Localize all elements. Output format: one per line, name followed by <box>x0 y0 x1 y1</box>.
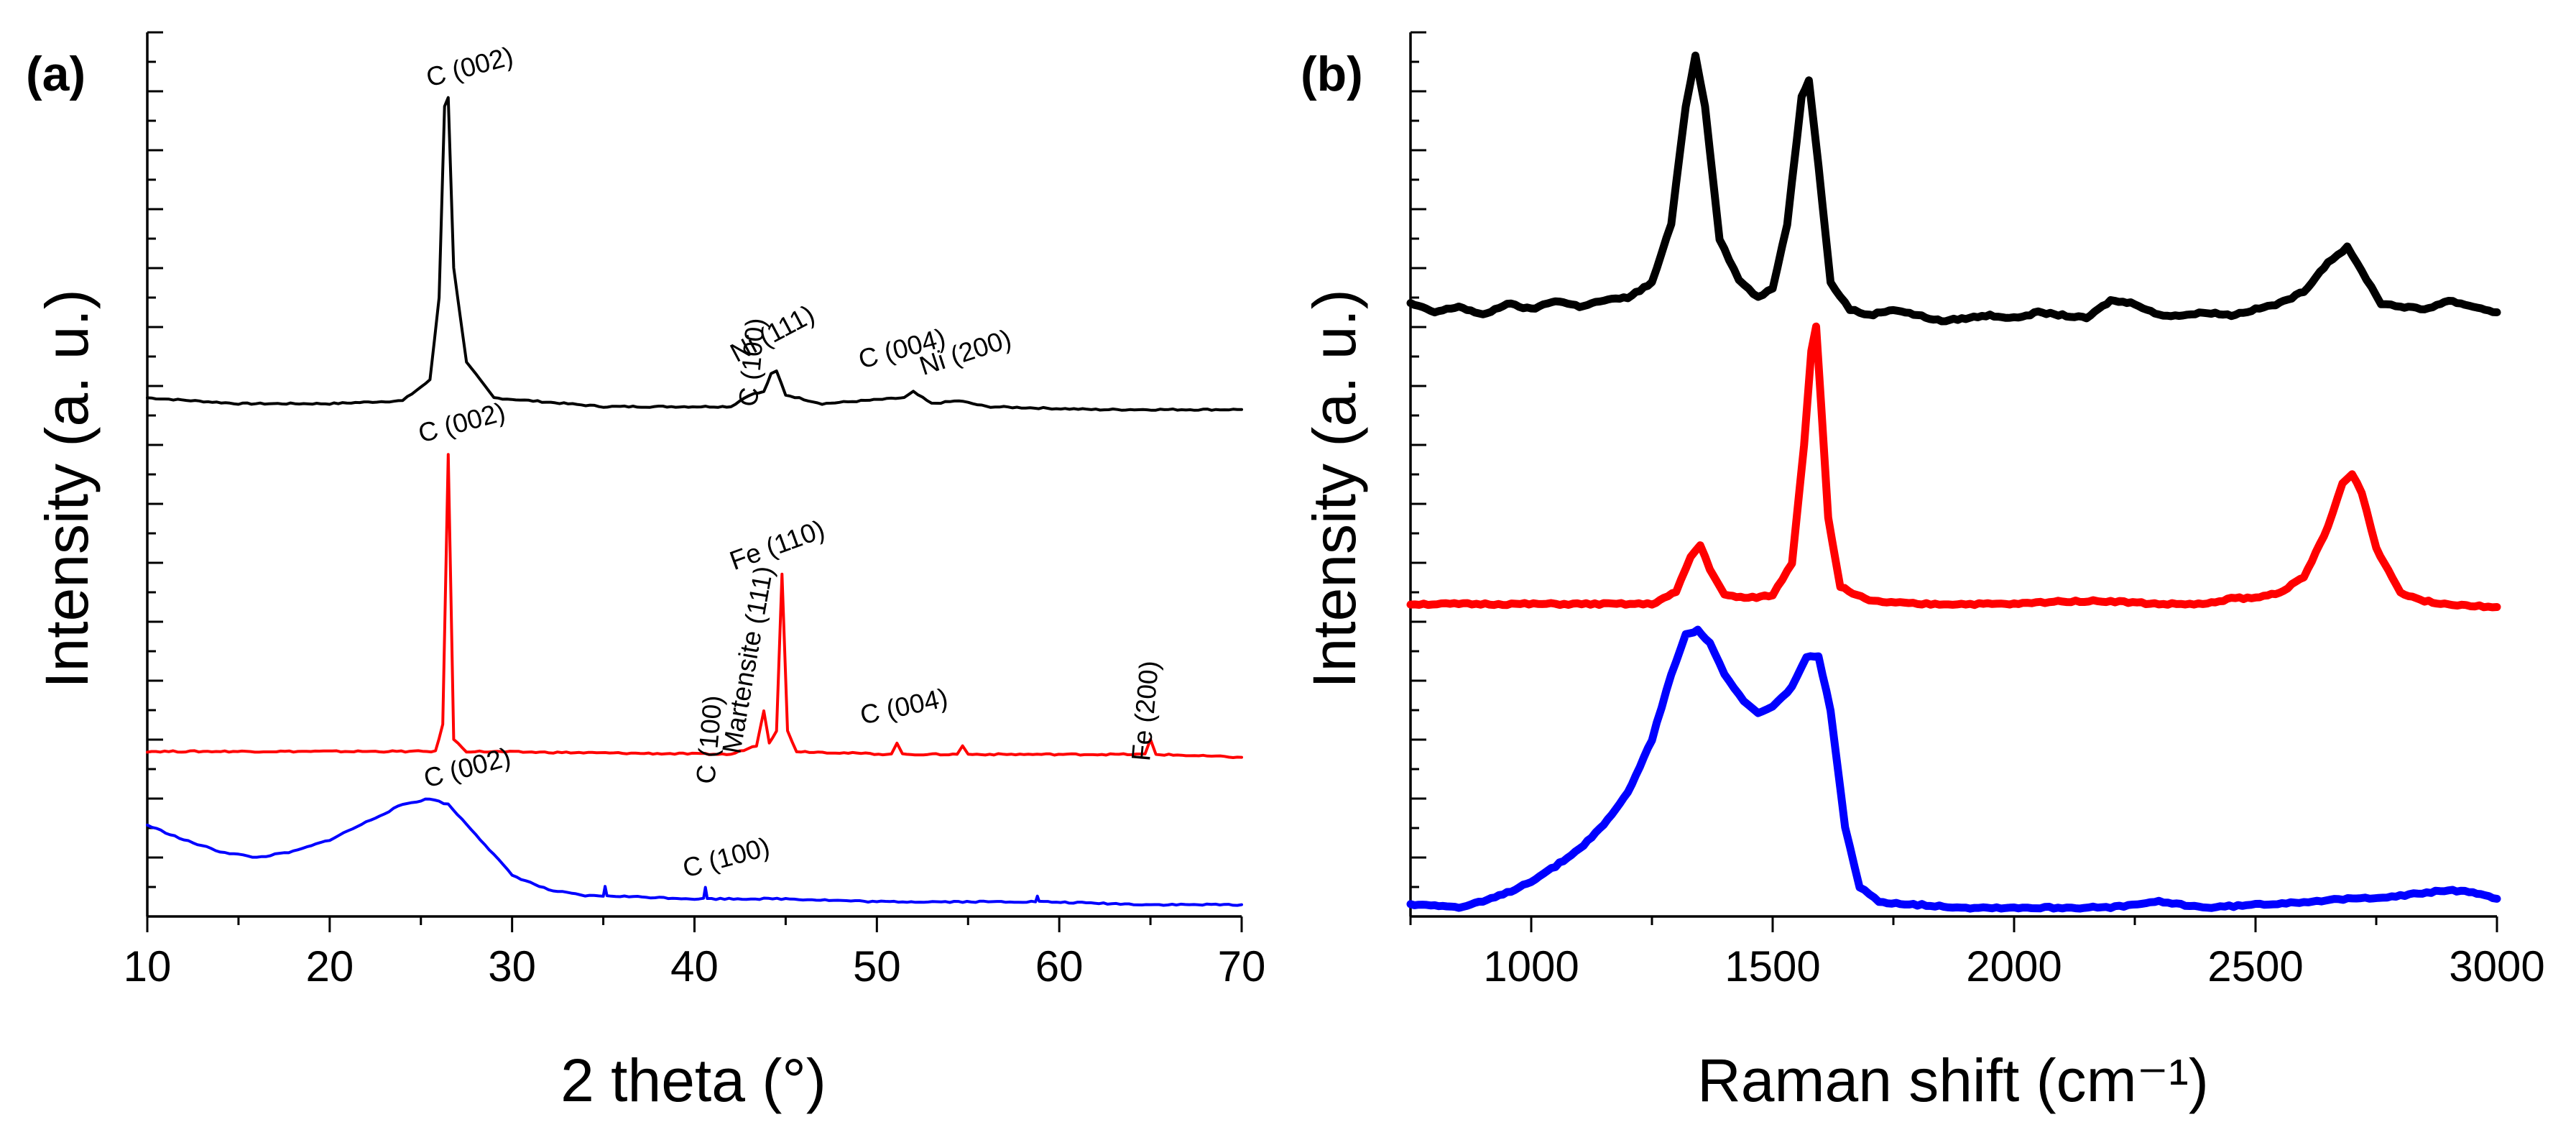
xrd-x-tick-label: 60 <box>1035 942 1084 990</box>
xrd-series-cnf <box>146 96 1243 412</box>
xrd-axes: 10 20 30 40 50 60 70 <box>124 31 1266 990</box>
xrd-peak-label: Fe (200) <box>1126 659 1164 762</box>
xrd-x-axis-title: 2 theta (°) <box>560 1047 826 1114</box>
raman-y-axis-title: Intensity (a. u.) <box>1301 289 1368 689</box>
raman-x-axis-title: Raman shift (cm⁻¹) <box>1697 1047 2209 1114</box>
xrd-panel: (a) 10 20 30 40 50 60 70 C (002) C (100) Ni (111… <box>26 31 1266 1114</box>
raman-x-tick-label: 1000 <box>1483 942 1579 990</box>
raman-series-cnt <box>1406 322 2501 612</box>
xrd-y-axis-title: Intensity (a. u.) <box>33 289 101 689</box>
xrd-peak-label: Fe (110) <box>726 515 828 576</box>
xrd-peak-label: Ni (111) <box>726 299 820 367</box>
raman-panel: (b) 1000 1500 2000 2500 3000 Raman shift (cm… <box>1301 31 2545 1114</box>
raman-curves <box>1406 51 2501 913</box>
raman-series-rgo <box>1406 625 2501 913</box>
xrd-series-rgo <box>146 797 1243 907</box>
raman-x-tick-label: 3000 <box>2449 942 2544 990</box>
xrd-x-tick-label: 70 <box>1218 942 1266 990</box>
raman-x-tick-label: 2500 <box>2207 942 2303 990</box>
xrd-x-tick-label: 20 <box>305 942 354 990</box>
xrd-x-tick-label: 30 <box>488 942 536 990</box>
xrd-x-tick-label: 40 <box>670 942 719 990</box>
panel-label-a: (a) <box>26 47 86 101</box>
panel-label-b: (b) <box>1301 47 1363 101</box>
raman-axes: 1000 1500 2000 2500 3000 <box>1409 31 2545 990</box>
raman-x-tick-label: 1500 <box>1725 942 1820 990</box>
xrd-peak-label: Martensite (111) <box>716 564 778 755</box>
xrd-curves <box>146 96 1243 907</box>
xrd-peak-label: C (002) <box>415 397 509 449</box>
xrd-x-tick-label: 50 <box>853 942 901 990</box>
xrd-series-cnt <box>146 453 1243 759</box>
xrd-peak-label: C (100) <box>680 832 773 883</box>
xrd-peak-label: C (002) <box>423 41 517 93</box>
xrd-peak-label: C (004) <box>857 683 950 730</box>
xrd-peak-annotations: C (002)C (100)Ni (111) C (004)Ni (200)C (… <box>415 41 1164 883</box>
raman-series-cnf <box>1406 51 2501 326</box>
xrd-x-tick-label: 10 <box>124 942 172 990</box>
raman-x-tick-label: 2000 <box>1966 942 2062 990</box>
